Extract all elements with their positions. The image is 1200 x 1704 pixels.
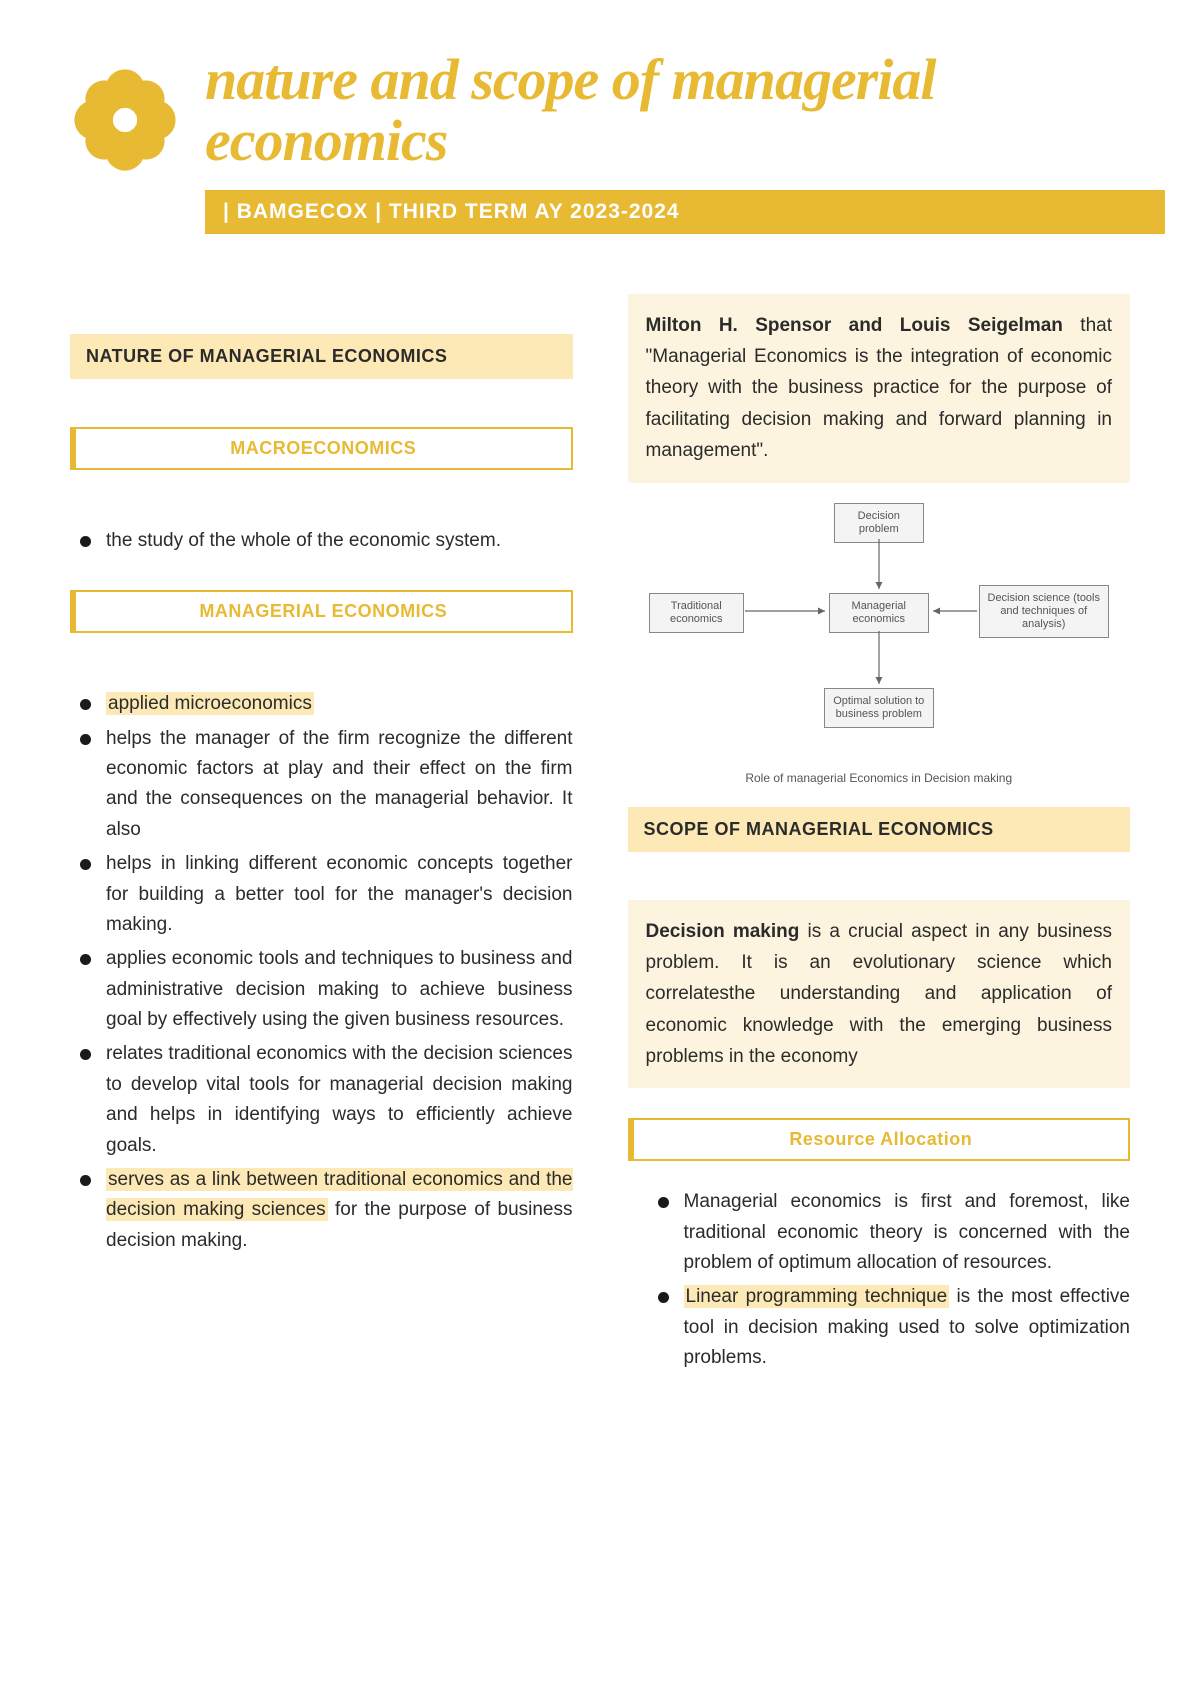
page-header: nature and scope of managerial economics…	[70, 50, 1130, 234]
diagram-container: Decision problem Traditional economics M…	[628, 503, 1131, 763]
left-column: NATURE OF MANAGERIAL ECONOMICS MACROECON…	[70, 294, 573, 1378]
dm-keyword: Decision making	[646, 921, 800, 942]
diagram-caption: Role of managerial Economics in Decision…	[628, 771, 1131, 785]
highlight-text: applied microeconomics	[106, 692, 314, 715]
decision-making-box: Decision making is a crucial aspect in a…	[628, 900, 1131, 1089]
diagram-node-right: Decision science (tools and techniques o…	[979, 585, 1109, 639]
quote-body: that "Managerial Economics is the integr…	[646, 315, 1113, 461]
diagram-node-bottom: Optimal solution to business problem	[824, 688, 934, 728]
diagram-node-center: Managerial economics	[829, 593, 929, 633]
diagram-node-top: Decision problem	[834, 503, 924, 543]
title-block: nature and scope of managerial economics…	[205, 50, 1165, 234]
diagram-node-left: Traditional economics	[649, 593, 744, 633]
list-item: serves as a link between traditional eco…	[76, 1165, 573, 1256]
dm-body: is a crucial aspect in any business prob…	[646, 921, 1113, 1067]
list-item: applied microeconomics	[76, 689, 573, 719]
heading-macro: MACROECONOMICS	[70, 427, 573, 470]
heading-scope: SCOPE OF MANAGERIAL ECONOMICS	[628, 807, 1131, 852]
highlight-text: Linear programming technique	[684, 1285, 950, 1308]
right-column: Milton H. Spensor and Louis Seigelman th…	[628, 294, 1131, 1378]
content-columns: NATURE OF MANAGERIAL ECONOMICS MACROECON…	[70, 294, 1130, 1378]
quote-box: Milton H. Spensor and Louis Seigelman th…	[628, 294, 1131, 483]
page-title: nature and scope of managerial economics	[205, 50, 1165, 172]
list-item: helps the manager of the firm recognize …	[76, 724, 573, 846]
list-item: Linear programming technique is the most…	[654, 1282, 1131, 1373]
quote-author: Milton H. Spensor and Louis Seigelman	[646, 315, 1063, 336]
heading-managerial: MANAGERIAL ECONOMICS	[70, 590, 573, 633]
course-banner: | BAMGECOX | THIRD TERM AY 2023-2024	[205, 190, 1165, 234]
resource-list: Managerial economics is first and foremo…	[628, 1187, 1131, 1373]
list-item: Managerial economics is first and foremo…	[654, 1187, 1131, 1278]
heading-nature: NATURE OF MANAGERIAL ECONOMICS	[70, 334, 573, 379]
managerial-list: applied microeconomics helps the manager…	[70, 689, 573, 1256]
heading-resource: Resource Allocation	[628, 1118, 1131, 1161]
macro-list: the study of the whole of the economic s…	[70, 526, 573, 556]
list-item: helps in linking different economic conc…	[76, 849, 573, 940]
flower-icon	[70, 65, 180, 180]
list-item: relates traditional economics with the d…	[76, 1039, 573, 1161]
role-diagram: Decision problem Traditional economics M…	[649, 503, 1109, 763]
list-item: applies economic tools and techniques to…	[76, 944, 573, 1035]
list-item: the study of the whole of the economic s…	[76, 526, 573, 556]
